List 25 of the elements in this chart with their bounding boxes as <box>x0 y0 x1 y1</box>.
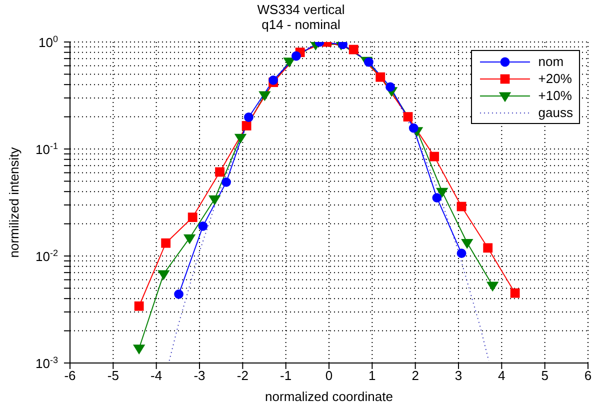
y-tick-label: 10$^{-1}$ <box>36 141 58 157</box>
x-tick-label: -6 <box>64 368 76 384</box>
y-tick-label: 10$^{-2}$ <box>36 248 58 264</box>
chart-title: WS334 vertical <box>256 2 346 17</box>
x-tick-label: 3 <box>454 368 462 384</box>
y-axis-title: normilized intensity <box>6 146 22 258</box>
legend-label: +10% <box>538 88 572 103</box>
x-tick-label: 6 <box>584 368 592 384</box>
legend-label: gauss <box>538 105 573 120</box>
x-tick-label: 5 <box>541 368 548 384</box>
x-tick-label: 0 <box>325 368 333 384</box>
y-tick-label: 10$^{-3}$ <box>36 355 58 371</box>
chart-subtitle: q14 - nominal <box>260 17 342 32</box>
x-axis-title: normalized coordinate <box>265 389 393 404</box>
y-tick-label: 10$^{0}$ <box>38 34 58 50</box>
legend-label: +20% <box>538 71 572 86</box>
x-tick-label: -2 <box>236 368 248 384</box>
legend-label: nom <box>538 54 564 69</box>
x-tick-label: 2 <box>412 368 419 384</box>
x-tick-label: -3 <box>194 368 206 384</box>
x-tick-label: -1 <box>280 368 292 384</box>
x-tick-label: 1 <box>368 368 376 384</box>
x-tick-label: -4 <box>150 368 162 384</box>
x-tick-label: -5 <box>107 368 119 384</box>
x-tick-label: 4 <box>498 368 506 384</box>
